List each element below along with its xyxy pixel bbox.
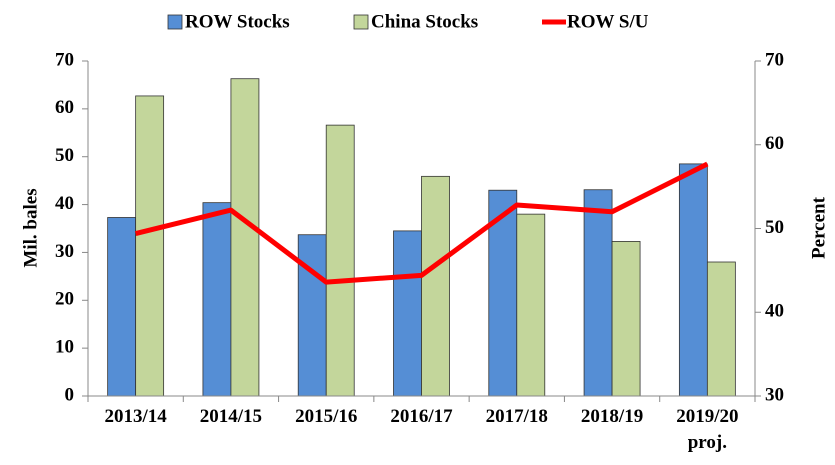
- y-tick-label: 70: [55, 49, 74, 70]
- line: [135, 161, 709, 285]
- y2-tick-label: 60: [765, 133, 784, 154]
- bar: [202, 202, 232, 397]
- y-tick-label: 40: [55, 193, 74, 214]
- bar: [297, 234, 327, 397]
- y-tick-label: 60: [55, 97, 74, 118]
- y-tick-label: 20: [55, 289, 74, 310]
- y-tick-label: 10: [55, 337, 74, 358]
- legend-swatch: [353, 14, 369, 30]
- bar: [107, 217, 137, 397]
- x-tick-label: 2018/19: [580, 406, 644, 427]
- y-tick-label: 30: [55, 241, 74, 262]
- bar: [421, 175, 450, 397]
- legend-label: ROW Stocks: [185, 11, 290, 32]
- x-tick-label: 2016/17: [390, 406, 453, 427]
- bar: [135, 95, 165, 397]
- legend-label: China Stocks: [371, 11, 478, 32]
- x-tick-label: 2019/20 proj.: [676, 406, 739, 453]
- y2-tick-label: 50: [765, 217, 784, 238]
- y-tick-label: 50: [55, 145, 74, 166]
- y-tick-label: 0: [65, 384, 75, 405]
- bar: [393, 230, 422, 397]
- x-tick-label: 2017/18: [485, 406, 548, 427]
- y2-tick-label: 40: [765, 301, 784, 322]
- y-axis-title: Mil. bales: [20, 188, 41, 267]
- y2-tick-label: 30: [765, 384, 784, 405]
- y2-axis-title: Percent: [808, 196, 829, 259]
- bar: [230, 78, 260, 397]
- x-tick-label: 2013/14: [104, 406, 167, 427]
- x-tick-label: 2015/16: [295, 406, 358, 427]
- legend-swatch: [167, 14, 183, 30]
- y2-tick-label: 70: [765, 49, 784, 70]
- bar: [516, 213, 546, 397]
- bar: [611, 241, 641, 397]
- x-tick-label: 2014/15: [199, 406, 263, 427]
- bar: [678, 163, 708, 397]
- bar: [583, 189, 613, 397]
- bar: [325, 124, 355, 397]
- legend-label: ROW S/U: [567, 11, 649, 32]
- bar: [706, 261, 736, 397]
